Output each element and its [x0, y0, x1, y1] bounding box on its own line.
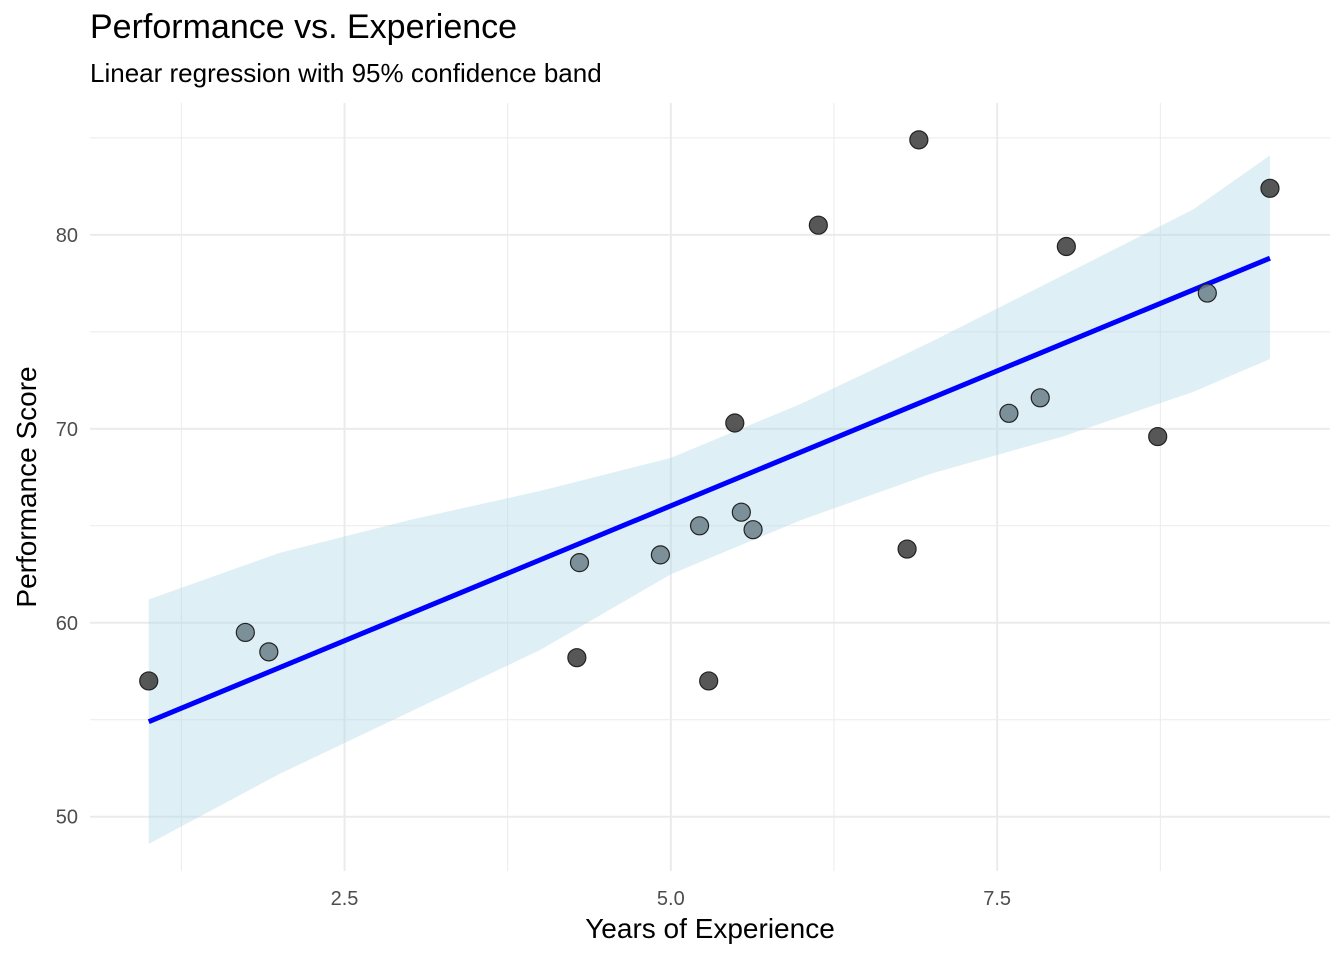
data-point [1148, 426, 1168, 447]
data-point [743, 520, 763, 540]
y-tick-label: 60 [56, 613, 78, 635]
data-point [567, 648, 587, 668]
y-axis-label: Performance Score [11, 366, 42, 607]
data-point [235, 622, 255, 643]
data-point [909, 130, 929, 150]
data-point [731, 502, 751, 522]
y-tick-label: 70 [56, 419, 78, 441]
data-point [725, 413, 745, 433]
data-point [569, 553, 590, 573]
data-point [897, 539, 917, 559]
data-point [999, 403, 1019, 423]
x-tick-label: 2.5 [331, 888, 359, 910]
confidence-band [148, 155, 1270, 844]
x-axis-label: Years of Experience [585, 913, 835, 944]
x-tick-label: 7.5 [983, 888, 1011, 910]
data-point [699, 671, 719, 691]
data-point [1056, 236, 1076, 257]
data-point [808, 215, 828, 235]
y-tick-label: 80 [56, 225, 78, 247]
data-point [650, 545, 671, 565]
x-tick-label: 5.0 [657, 888, 685, 910]
data-point [689, 516, 710, 536]
data-point [1197, 283, 1217, 303]
data-point [259, 642, 279, 662]
data-point [1260, 178, 1280, 198]
y-tick-label: 50 [56, 807, 78, 829]
data-point [139, 671, 159, 691]
regression-line [147, 255, 1271, 724]
data-point [1030, 388, 1050, 408]
chart-title: Performance vs. Experience [90, 8, 518, 46]
chart-subtitle: Linear regression with 95% confidence ba… [90, 58, 602, 88]
